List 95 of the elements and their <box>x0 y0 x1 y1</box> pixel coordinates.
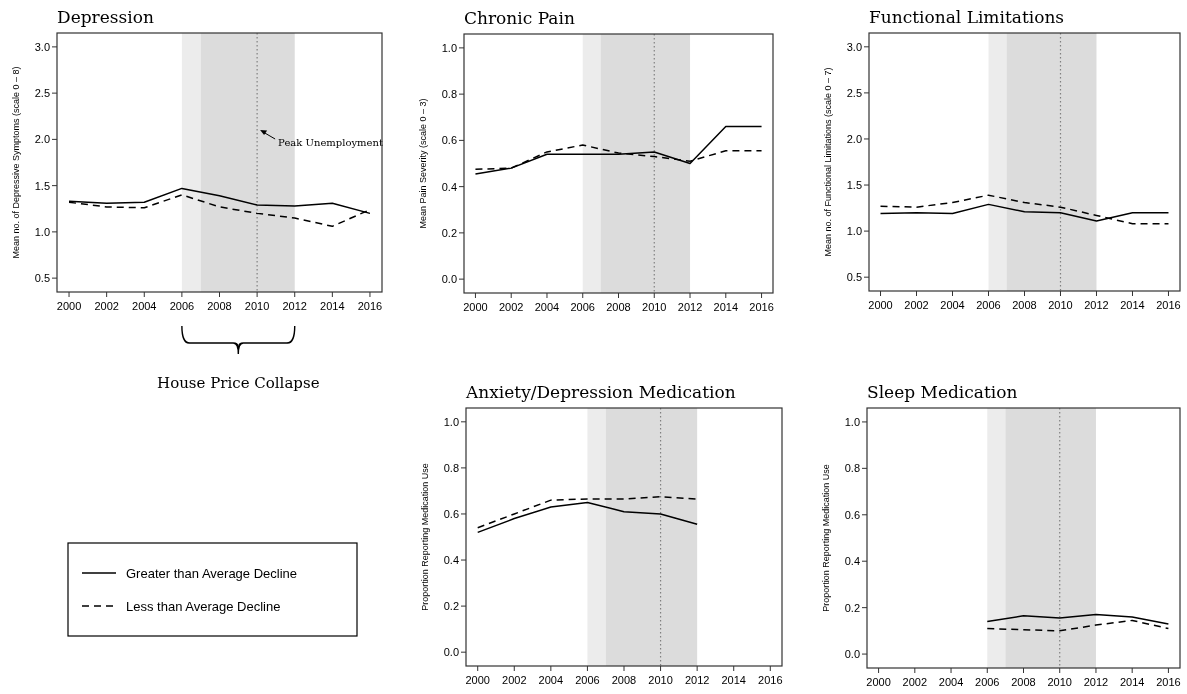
chart-title: Depression <box>57 7 154 27</box>
line-series <box>476 495 698 529</box>
y-tick-label: 0.4 <box>443 554 459 567</box>
x-tick-label: 2006 <box>169 300 195 312</box>
y-tick-label: 0.8 <box>844 462 860 475</box>
x-tick-label: 2004 <box>938 676 964 688</box>
x-tick-label: 2006 <box>975 676 1000 688</box>
x-tick-label: 2004 <box>940 299 965 311</box>
text: House Price Collapse <box>157 374 320 392</box>
x-tick-label: 2008 <box>606 301 631 313</box>
x-tick-label: 2000 <box>465 674 490 686</box>
x-tick-label: 2002 <box>502 674 527 686</box>
x-tick-label: 2010 <box>1047 676 1072 688</box>
x-tick-label: 2012 <box>1084 299 1109 311</box>
x-tick-label: 2012 <box>684 674 710 686</box>
x-tick-label: 2008 <box>1012 299 1037 311</box>
x-tick-label: 2002 <box>904 299 929 311</box>
y-tick-label: 1.0 <box>844 415 860 428</box>
line-series <box>474 125 763 175</box>
y-axis-title: Mean Pain Severity (scale 0 – 3) <box>418 98 428 229</box>
line-series <box>476 501 698 534</box>
y-tick-label: 0.2 <box>844 601 860 614</box>
x-tick-label: 2004 <box>538 674 564 686</box>
line-series <box>986 619 1170 632</box>
x-tick-label: 2014 <box>721 674 746 686</box>
chart-title: Sleep Medication <box>867 382 1018 402</box>
y-tick-label: 0.5 <box>846 271 862 284</box>
y-tick-label: 0.0 <box>443 646 459 659</box>
y-tick-label: 1.0 <box>846 225 862 238</box>
x-tick-label: 2002 <box>94 300 119 312</box>
y-tick-label: 2.5 <box>846 86 862 99</box>
line-series <box>986 613 1170 625</box>
x-tick-label: 2016 <box>749 301 774 313</box>
y-tick-label: 1.5 <box>846 179 862 192</box>
x-tick-label: 2008 <box>611 674 637 686</box>
x-tick-label: 2008 <box>207 300 232 312</box>
line-series <box>879 194 1170 225</box>
y-axis-title: Proportion Reporting Medication Use <box>420 463 430 611</box>
y-tick-label: 0.8 <box>443 461 459 474</box>
x-tick-label: 2010 <box>244 300 270 312</box>
x-tick-label: 2000 <box>868 299 893 311</box>
x-tick-label: 2016 <box>1156 299 1181 311</box>
y-tick-label: 0.5 <box>34 272 50 285</box>
x-tick-label: 2002 <box>498 301 524 313</box>
y-tick-label: 2.5 <box>34 87 50 100</box>
y-tick-label: 3.0 <box>846 40 862 53</box>
x-tick-label: 2016 <box>758 674 783 686</box>
chart-title: Chronic Pain <box>464 8 575 28</box>
y-tick-label: 1.0 <box>443 415 459 428</box>
y-tick-label: 0.4 <box>441 180 457 193</box>
x-tick-label: 2014 <box>1120 299 1145 311</box>
x-tick-label: 2004 <box>534 301 560 313</box>
y-tick-label: 0.2 <box>441 226 457 239</box>
y-tick-label: 1.5 <box>34 179 50 192</box>
y-tick-label: 0.6 <box>844 508 860 521</box>
x-tick-label: 2006 <box>575 674 600 686</box>
x-tick-label: 2010 <box>648 674 673 686</box>
y-tick-label: 2.0 <box>846 132 862 145</box>
y-tick-label: 0.8 <box>441 88 457 101</box>
y-tick-label: 1.0 <box>34 225 50 238</box>
legend-label: Greater than Average Decline <box>126 566 298 581</box>
y-axis-title: Proportion Reporting Medication Use <box>821 464 831 612</box>
y-tick-label: 0.0 <box>441 273 457 286</box>
chart-title: Functional Limitations <box>869 7 1065 27</box>
x-tick-label: 2014 <box>1119 676 1145 688</box>
x-tick-label: 2010 <box>642 301 667 313</box>
x-tick-label: 2012 <box>1083 676 1109 688</box>
x-tick-label: 2004 <box>132 300 157 312</box>
x-tick-label: 2000 <box>463 301 488 313</box>
x-tick-label: 2000 <box>56 300 82 312</box>
x-tick-label: 2016 <box>1156 676 1181 688</box>
y-tick-label: 0.4 <box>844 555 860 568</box>
y-tick-label: 0.2 <box>443 600 459 613</box>
legend-label: Less than Average Decline <box>126 599 281 614</box>
y-tick-label: 0.0 <box>844 648 860 661</box>
x-tick-label: 2008 <box>1011 676 1036 688</box>
x-tick-label: 2006 <box>570 301 595 313</box>
x-tick-label: 2006 <box>976 299 1001 311</box>
x-tick-label: 2000 <box>866 676 891 688</box>
x-tick-label: 2014 <box>713 301 739 313</box>
ref-line-label: Peak Unemployment <box>278 137 383 148</box>
y-axis-title: Mean no. of Depressive Symptoms (scale 0 – 8) <box>11 66 21 259</box>
x-tick-label: 2016 <box>357 300 383 312</box>
x-tick-label: 2010 <box>1048 299 1073 311</box>
chart-title: Anxiety/Depression Medication <box>465 382 736 402</box>
x-tick-label: 2012 <box>282 300 307 312</box>
y-tick-label: 2.0 <box>34 133 50 146</box>
y-tick-label: 0.6 <box>441 134 457 147</box>
y-tick-label: 3.0 <box>34 40 50 53</box>
x-tick-label: 2012 <box>677 301 703 313</box>
x-tick-label: 2002 <box>902 676 928 688</box>
x-tick-label: 2014 <box>320 300 345 312</box>
y-axis-title: Mean no. of Functional Limitations (scale 0 – 7) <box>823 67 833 257</box>
y-tick-label: 0.6 <box>443 507 459 520</box>
y-tick-label: 1.0 <box>441 41 457 54</box>
